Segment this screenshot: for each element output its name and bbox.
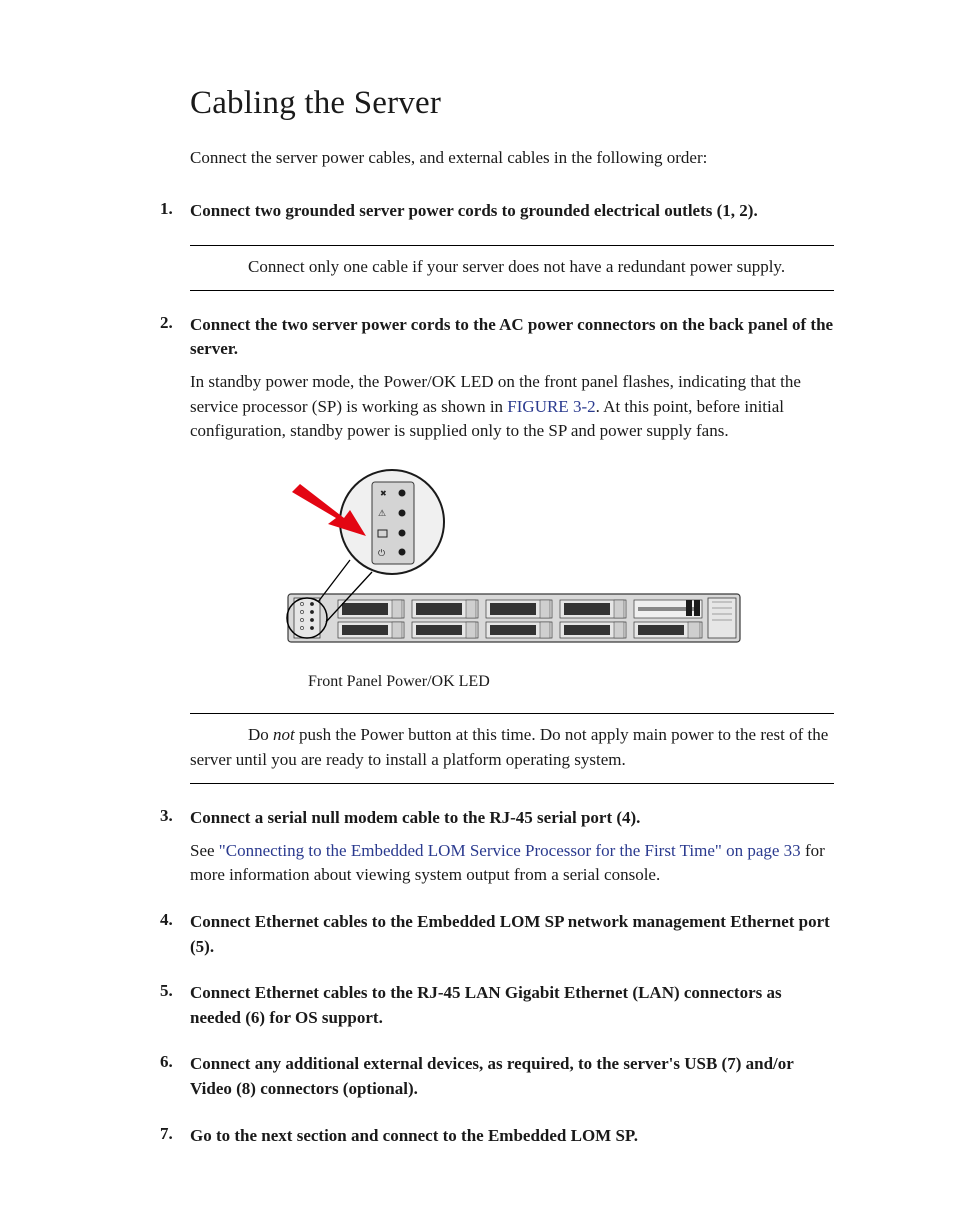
step-6: Connect any additional external devices,… — [160, 1052, 834, 1101]
step-5: Connect Ethernet cables to the RJ-45 LAN… — [160, 981, 834, 1030]
note-block-2: Do not push the Power button at this tim… — [190, 713, 834, 784]
step-list-3: Connect a serial null modem cable to the… — [160, 806, 834, 1148]
step-2-heading: Connect the two server power cords to th… — [190, 313, 834, 362]
note-2-text: Do not push the Power button at this tim… — [190, 722, 834, 773]
page-title: Cabling the Server — [190, 85, 834, 122]
figure-caption: Front Panel Power/OK LED — [308, 673, 834, 691]
step-6-heading: Connect any additional external devices,… — [190, 1052, 834, 1101]
note-2-em: not — [273, 725, 295, 744]
step-1: Connect two grounded server power cords … — [160, 199, 834, 224]
step-3-body: See "Connecting to the Embedded LOM Serv… — [190, 839, 834, 888]
step-list-2: Connect the two server power cords to th… — [160, 313, 834, 691]
step-list: Connect two grounded server power cords … — [160, 199, 834, 224]
note-1-text: Connect only one cable if your server do… — [190, 254, 834, 280]
step-2-body: In standby power mode, the Power/OK LED … — [190, 370, 834, 444]
step-2: Connect the two server power cords to th… — [160, 313, 834, 691]
document-page: Cabling the Server Connect the server po… — [0, 0, 954, 1230]
figure-wrap: ✖ ⚠ ⏻ — [190, 462, 834, 657]
note-2-pre: Do — [248, 725, 273, 744]
step-4-heading: Connect Ethernet cables to the Embedded … — [190, 910, 834, 959]
svg-text:✖: ✖ — [380, 489, 387, 498]
lom-sp-link[interactable]: "Connecting to the Embedded LOM Service … — [219, 841, 801, 860]
intro-text: Connect the server power cables, and ext… — [190, 146, 834, 171]
front-led-module — [294, 598, 320, 638]
svg-text:⚠: ⚠ — [378, 508, 386, 518]
step-1-heading: Connect two grounded server power cords … — [190, 199, 834, 224]
step-3: Connect a serial null modem cable to the… — [160, 806, 834, 888]
figure-3-2-link[interactable]: FIGURE 3-2 — [507, 397, 595, 416]
step-5-heading: Connect Ethernet cables to the RJ-45 LAN… — [190, 981, 834, 1030]
step-3-heading: Connect a serial null modem cable to the… — [190, 806, 834, 831]
svg-text:⏻: ⏻ — [378, 548, 385, 558]
step-3-body-pre: See — [190, 841, 219, 860]
server-front-panel-figure: ✖ ⚠ ⏻ — [272, 462, 752, 652]
step-4: Connect Ethernet cables to the Embedded … — [160, 910, 834, 959]
note-block-1: Connect only one cable if your server do… — [190, 245, 834, 291]
